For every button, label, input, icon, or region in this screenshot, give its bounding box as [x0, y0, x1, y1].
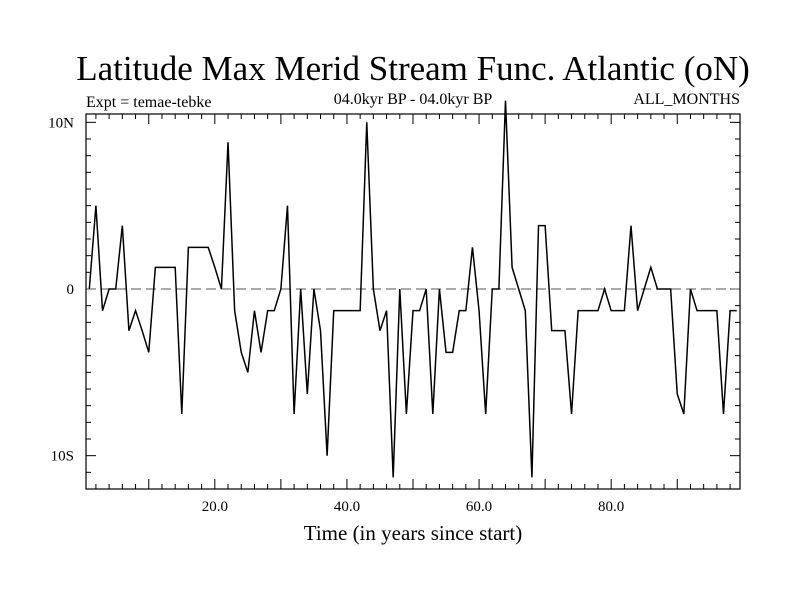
x-tick-label: 20.0	[202, 499, 228, 515]
tick-labels: 20.0 40.0 60.0 80.0 10N 0 10S	[48, 115, 624, 515]
axes	[86, 114, 740, 489]
y-tick-label: 0	[67, 282, 75, 298]
series-line	[88, 100, 737, 478]
x-tick-label: 40.0	[334, 499, 360, 515]
period-label: 04.0kyr BP - 04.0kyr BP	[334, 91, 493, 108]
y-tick-label: 10S	[51, 449, 74, 465]
x-tick-label: 80.0	[598, 499, 624, 515]
x-axis-label: Time (in years since start)	[304, 521, 523, 545]
y-tick-label: 10N	[48, 115, 74, 131]
experiment-label: Expt = temae-tebke	[86, 94, 211, 111]
season-label: ALL_MONTHS	[633, 91, 740, 108]
chart-title: Latitude Max Merid Stream Func. Atlantic…	[76, 49, 750, 88]
plot-area-frame	[85, 113, 741, 490]
x-tick-label: 60.0	[466, 499, 492, 515]
